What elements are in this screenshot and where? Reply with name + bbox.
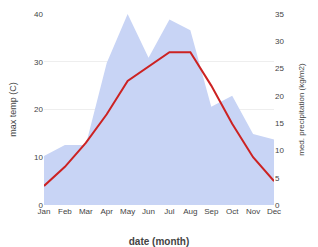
svg-text:35: 35 xyxy=(275,10,284,19)
svg-text:20: 20 xyxy=(275,92,284,101)
svg-text:med. precipitation (kg/m2): med. precipitation (kg/m2) xyxy=(297,63,306,156)
svg-text:10: 10 xyxy=(275,146,284,155)
svg-text:10: 10 xyxy=(34,153,43,162)
svg-text:Dec: Dec xyxy=(267,207,281,216)
svg-text:25: 25 xyxy=(275,64,284,73)
svg-text:Jun: Jun xyxy=(142,207,155,216)
svg-text:Mar: Mar xyxy=(79,207,93,216)
svg-text:15: 15 xyxy=(275,119,284,128)
svg-text:Feb: Feb xyxy=(58,207,72,216)
svg-text:Oct: Oct xyxy=(226,207,239,216)
svg-text:0: 0 xyxy=(39,201,44,210)
svg-text:5: 5 xyxy=(275,174,280,183)
svg-text:0: 0 xyxy=(275,201,280,210)
svg-text:30: 30 xyxy=(275,37,284,46)
svg-text:20: 20 xyxy=(34,105,43,114)
svg-text:May: May xyxy=(120,207,135,216)
svg-text:max temp (C): max temp (C) xyxy=(8,82,18,137)
svg-text:Nov: Nov xyxy=(246,207,260,216)
svg-text:Aug: Aug xyxy=(183,207,197,216)
svg-text:40: 40 xyxy=(34,10,43,19)
svg-text:Sep: Sep xyxy=(204,207,219,216)
svg-text:Apr: Apr xyxy=(101,207,114,216)
svg-text:Jan: Jan xyxy=(38,207,51,216)
svg-text:date (month): date (month) xyxy=(129,236,190,247)
svg-text:Jul: Jul xyxy=(164,207,174,216)
svg-text:30: 30 xyxy=(34,58,43,67)
